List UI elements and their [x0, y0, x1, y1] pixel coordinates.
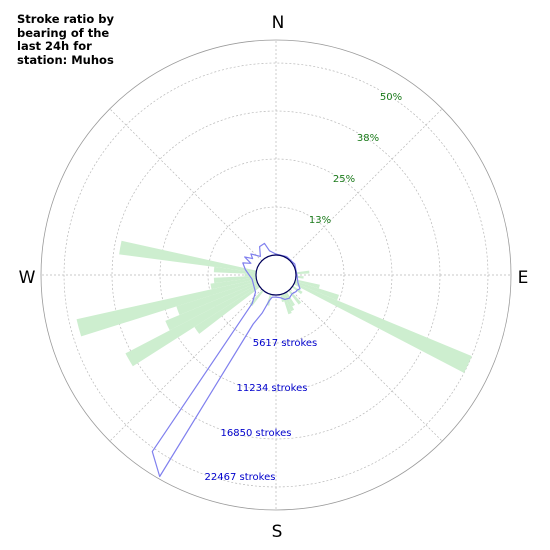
ratio-bar — [295, 270, 310, 275]
ratio-grid-ring — [63, 62, 489, 488]
outer-ring — [40, 39, 512, 511]
bearing-grid-line — [109, 108, 263, 262]
grid-layer — [40, 39, 512, 511]
ratio-grid-ring — [111, 110, 441, 440]
stroke-ring-label: 22467 strokes — [205, 472, 276, 483]
chart-title: Stroke ratio by bearing of the last 24h … — [17, 12, 114, 67]
stroke-ring-label: 11234 strokes — [237, 383, 308, 394]
ratio-bar — [295, 279, 320, 289]
ratio-bar — [244, 273, 257, 277]
compass-east: E — [518, 268, 529, 288]
bearing-grid-line — [289, 288, 443, 442]
ratio-bar — [285, 291, 295, 307]
ratio-grid-ring — [207, 206, 345, 344]
ratio-bar — [295, 275, 304, 279]
ratio-ring-label: 38% — [357, 133, 379, 144]
stroke-ring-label: 5617 strokes — [253, 338, 318, 349]
ratio-bar — [293, 282, 472, 373]
ratio-bar — [213, 275, 257, 284]
stroke-profile-layer — [151, 242, 301, 478]
compass-south: S — [272, 522, 283, 542]
ratio-bar — [76, 279, 257, 337]
center-circle — [255, 254, 297, 296]
ratio-ring-label: 50% — [380, 92, 402, 103]
ratio-bar — [194, 285, 261, 334]
compass-north: N — [272, 13, 285, 33]
ratio-bar — [119, 240, 257, 273]
ratio-bars-layer — [76, 240, 472, 373]
stroke-ring-label: 16850 strokes — [221, 428, 292, 439]
compass-west: W — [19, 268, 36, 288]
labels-layer: N E S W 13% 25% 38% 50% 5617 strokes 112… — [19, 13, 529, 542]
ratio-bar — [288, 289, 302, 305]
ratio-ring-label: 25% — [333, 174, 355, 185]
ratio-bar — [165, 282, 259, 331]
ratio-bar — [210, 277, 257, 290]
ratio-bar — [213, 266, 257, 275]
ratio-grid-ring — [159, 158, 393, 392]
ratio-ring-label: 13% — [309, 215, 331, 226]
ratio-bar — [294, 281, 340, 301]
ratio-bar — [176, 281, 258, 315]
bearing-grid-line — [289, 108, 443, 262]
stroke-profile-line — [151, 242, 301, 478]
ratio-bar — [125, 284, 260, 367]
ratio-bar — [283, 292, 295, 312]
